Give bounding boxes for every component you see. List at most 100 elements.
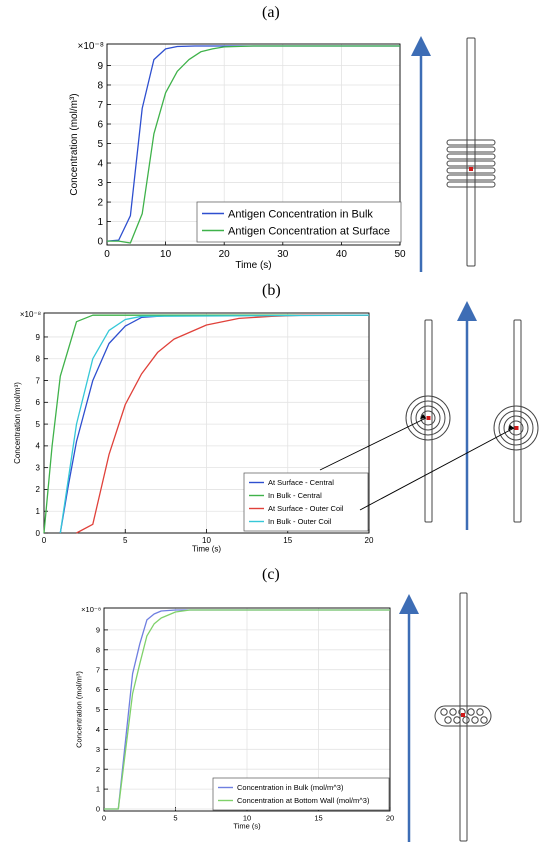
legend-box (212, 777, 390, 811)
spiral-ring (498, 410, 534, 446)
y-axis-label: Concentration (mol/m³) (75, 671, 84, 748)
y-tick-label: 6 (96, 685, 100, 694)
leader-arrowhead (420, 414, 426, 419)
y-tick-label: 8 (96, 645, 100, 654)
series-line-0 (106, 45, 400, 242)
serpentine-loop (446, 160, 496, 167)
y-tick-label: 2 (36, 485, 41, 494)
legend-box (196, 201, 402, 243)
spiral-ring (405, 395, 451, 441)
x-tick-label: 10 (243, 814, 251, 823)
x-tick-label: 40 (336, 249, 348, 260)
y-tick-label: 6 (36, 398, 41, 407)
x-tick-label: 20 (365, 536, 374, 545)
y-tick-label: 4 (96, 725, 100, 734)
axis-multiplier: ×10⁻⁸ (81, 605, 101, 614)
x-axis-label: Time (s) (192, 544, 221, 553)
x-axis-label: Time (s) (233, 821, 261, 830)
y-tick-label: 3 (36, 463, 41, 472)
series-line-0 (104, 609, 390, 810)
legend-label-1: Concentration at Bottom Wall (mol/m^3) (237, 796, 370, 805)
x-tick-label: 10 (202, 536, 211, 545)
x-tick-label: 15 (314, 814, 322, 823)
spiral-ring (415, 405, 441, 431)
device-schematic-c (434, 592, 492, 842)
serpentine-loop (446, 139, 496, 146)
y-tick-label: 2 (97, 198, 103, 209)
legend-label-3: In Bulk - Outer Coil (268, 517, 332, 526)
y-tick-label: 1 (96, 785, 100, 794)
y-tick-label: 8 (36, 355, 41, 364)
y-tick-label: 1 (97, 217, 103, 228)
spiral-ring (410, 400, 446, 436)
chamber-outline (434, 705, 492, 727)
series-line-1 (107, 45, 400, 244)
x-tick-label: 5 (173, 814, 177, 823)
y-tick-label: 6 (97, 120, 103, 131)
panel-label-a: (a) (262, 4, 280, 21)
legend-label-0: At Surface - Central (268, 478, 334, 487)
y-tick-label: 9 (96, 626, 100, 635)
plot-frame (43, 312, 370, 534)
y-tick-label: 5 (36, 420, 41, 429)
series-line-3 (59, 314, 370, 534)
y-tick-label: 3 (97, 178, 103, 189)
legend-box (243, 472, 369, 532)
x-tick-label: 0 (104, 249, 110, 260)
legend-label-1: Antigen Concentration at Surface (228, 225, 390, 237)
y-tick-label: 0 (36, 529, 41, 538)
pillar (467, 708, 475, 716)
y-tick-label: 0 (97, 237, 103, 248)
spiral-ring (503, 415, 529, 441)
y-tick-label: 7 (36, 376, 41, 385)
y-tick-label: 7 (97, 100, 103, 111)
x-tick-label: 15 (283, 536, 292, 545)
y-tick-label: 9 (97, 61, 103, 72)
panel-label-c: (c) (262, 566, 280, 583)
pillar (480, 716, 488, 724)
leader-line (359, 427, 515, 511)
y-tick-label: 7 (96, 665, 100, 674)
series-line-1 (43, 314, 369, 534)
y-tick-label: 4 (36, 442, 41, 451)
y-tick-label: 1 (36, 507, 41, 516)
x-tick-label: 0 (42, 536, 47, 545)
chart-2: 0 5 10 15 20 0 1 2 3 4 5 6 7 8 9 ×10⁻⁸ Time (s) Concentra… (75, 605, 395, 831)
y-tick-label: 0 (96, 805, 100, 814)
spiral-ring (493, 405, 539, 451)
y-axis-label: Concentration (mol/m³) (13, 382, 22, 464)
x-axis-label: Time (s) (235, 260, 271, 271)
sensor-marker (461, 713, 465, 717)
plot-frame (106, 43, 401, 246)
pillar (440, 708, 448, 716)
spiral-device-right (493, 319, 539, 523)
y-tick-label: 8 (97, 80, 103, 91)
serpentine-loop (446, 153, 496, 160)
y-tick-label: 9 (36, 333, 41, 342)
serpentine-loop (446, 146, 496, 153)
x-tick-label: 30 (277, 249, 289, 260)
x-tick-label: 50 (394, 249, 406, 260)
x-tick-label: 10 (160, 249, 172, 260)
pillar (449, 708, 457, 716)
spiral-device-left (405, 319, 451, 523)
y-tick-label: 4 (97, 159, 103, 170)
leader-line (319, 417, 427, 471)
series-line-1 (104, 609, 390, 810)
y-tick-label: 5 (97, 139, 103, 150)
pillar (471, 716, 479, 724)
x-tick-label: 20 (219, 249, 231, 260)
plot-frame (103, 607, 391, 812)
device-schematic (446, 37, 496, 267)
legend-label-1: In Bulk - Central (268, 491, 322, 500)
y-axis-label: Concentration (mol/m³) (69, 93, 80, 195)
legend-label-0: Concentration in Bulk (mol/m^3) (237, 783, 344, 792)
pillar (462, 716, 470, 724)
chart-0: 0 10 20 30 40 50 0 1 2 3 4 5 6 7 8 9 ×10⁻⁸ Time (s) Concen… (69, 41, 406, 271)
sensor-marker (514, 426, 519, 430)
legend-label-2: At Surface - Outer Coil (268, 504, 344, 513)
sensor-marker (469, 167, 473, 171)
sensor-marker (426, 416, 431, 420)
y-tick-label: 2 (96, 765, 100, 774)
